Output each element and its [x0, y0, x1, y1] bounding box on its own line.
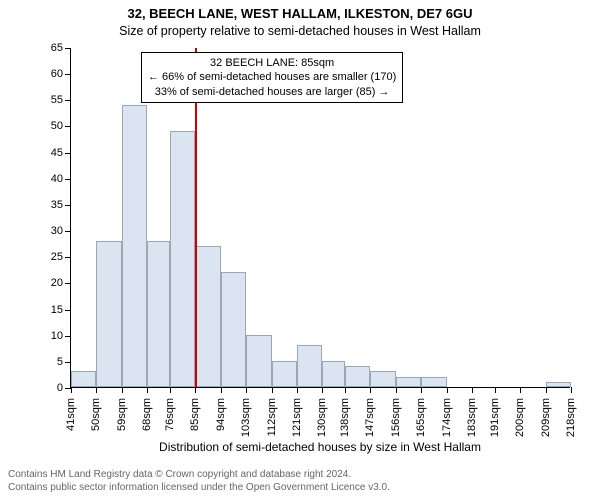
- histogram-bar: [147, 241, 170, 387]
- x-tick-label: 121sqm: [291, 398, 303, 437]
- histogram-bar: [170, 131, 195, 387]
- x-tick: [546, 387, 547, 393]
- x-tick-label: 94sqm: [215, 398, 227, 431]
- y-tick-label: 55: [33, 94, 63, 106]
- histogram-bar: [195, 246, 220, 387]
- x-tick: [297, 387, 298, 393]
- footer-text: Contains HM Land Registry data © Crown c…: [8, 469, 390, 494]
- y-tick: [65, 48, 71, 49]
- y-tick: [65, 74, 71, 75]
- x-tick-label: 191sqm: [489, 398, 501, 437]
- x-tick-label: 76sqm: [164, 398, 176, 431]
- histogram-bar: [322, 361, 345, 387]
- x-tick-label: 147sqm: [364, 398, 376, 437]
- histogram-bar: [272, 361, 297, 387]
- x-tick-label: 130sqm: [316, 398, 328, 437]
- x-tick: [272, 387, 273, 393]
- y-tick-label: 10: [33, 330, 63, 342]
- x-tick-label: 183sqm: [466, 398, 478, 437]
- x-tick-label: 138sqm: [339, 398, 351, 437]
- x-tick: [322, 387, 323, 393]
- footer-line-1: Contains HM Land Registry data © Crown c…: [8, 469, 390, 482]
- histogram-bar: [345, 366, 370, 387]
- histogram-bar: [546, 382, 571, 387]
- plot-area: 0510152025303540455055606541sqm50sqm59sq…: [70, 48, 570, 388]
- x-tick: [345, 387, 346, 393]
- y-tick-label: 20: [33, 277, 63, 289]
- x-tick: [122, 387, 123, 393]
- x-tick-label: 209sqm: [540, 398, 552, 437]
- annotation-box: 32 BEECH LANE: 85sqm← 66% of semi-detach…: [141, 52, 403, 103]
- y-tick-label: 50: [33, 120, 63, 132]
- histogram-bar: [221, 272, 246, 387]
- x-tick-label: 50sqm: [90, 398, 102, 431]
- y-tick: [65, 205, 71, 206]
- x-tick: [147, 387, 148, 393]
- footer-line-2: Contains public sector information licen…: [8, 482, 390, 495]
- x-tick: [421, 387, 422, 393]
- y-tick: [65, 336, 71, 337]
- y-tick-label: 35: [33, 199, 63, 211]
- x-tick: [520, 387, 521, 393]
- y-tick: [65, 362, 71, 363]
- chart-title-sub: Size of property relative to semi-detach…: [0, 24, 600, 38]
- x-tick-label: 59sqm: [116, 398, 128, 431]
- annotation-line-3: 33% of semi-detached houses are larger (…: [148, 85, 396, 99]
- y-tick-label: 25: [33, 251, 63, 263]
- x-tick: [246, 387, 247, 393]
- y-tick-label: 45: [33, 147, 63, 159]
- y-tick: [65, 126, 71, 127]
- x-tick: [71, 387, 72, 393]
- x-tick-label: 68sqm: [141, 398, 153, 431]
- x-axis-label: Distribution of semi-detached houses by …: [70, 440, 570, 454]
- x-tick-label: 218sqm: [565, 398, 577, 437]
- x-tick-label: 41sqm: [65, 398, 77, 431]
- y-tick: [65, 231, 71, 232]
- x-tick: [195, 387, 196, 393]
- x-tick: [396, 387, 397, 393]
- y-tick-label: 60: [33, 68, 63, 80]
- chart-container: 32, BEECH LANE, WEST HALLAM, ILKESTON, D…: [0, 0, 600, 500]
- y-tick: [65, 283, 71, 284]
- histogram-bar: [122, 105, 147, 387]
- y-tick-label: 15: [33, 304, 63, 316]
- y-tick-label: 30: [33, 225, 63, 237]
- y-tick-label: 0: [33, 382, 63, 394]
- histogram-bar: [71, 371, 96, 387]
- histogram-bar: [96, 241, 121, 387]
- annotation-line-1: 32 BEECH LANE: 85sqm: [148, 56, 396, 70]
- x-tick-label: 200sqm: [514, 398, 526, 437]
- annotation-line-2: ← 66% of semi-detached houses are smalle…: [148, 70, 396, 84]
- x-tick: [370, 387, 371, 393]
- x-tick-label: 112sqm: [266, 398, 278, 436]
- x-tick: [96, 387, 97, 393]
- histogram-bar: [396, 377, 421, 387]
- x-tick-label: 165sqm: [415, 398, 427, 437]
- histogram-bar: [421, 377, 446, 387]
- x-tick: [447, 387, 448, 393]
- y-tick: [65, 310, 71, 311]
- y-tick: [65, 153, 71, 154]
- y-tick-label: 40: [33, 173, 63, 185]
- x-tick-label: 174sqm: [441, 398, 453, 437]
- y-tick: [65, 100, 71, 101]
- x-tick-label: 103sqm: [240, 398, 252, 437]
- chart-title-main: 32, BEECH LANE, WEST HALLAM, ILKESTON, D…: [0, 6, 600, 21]
- x-tick: [571, 387, 572, 393]
- x-tick: [472, 387, 473, 393]
- x-tick: [495, 387, 496, 393]
- y-tick-label: 65: [33, 42, 63, 54]
- y-tick-label: 5: [33, 356, 63, 368]
- x-tick: [170, 387, 171, 393]
- y-tick: [65, 257, 71, 258]
- histogram-bar: [370, 371, 395, 387]
- histogram-bar: [297, 345, 322, 387]
- x-tick-label: 156sqm: [390, 398, 402, 437]
- x-tick-label: 85sqm: [189, 398, 201, 431]
- x-tick: [221, 387, 222, 393]
- histogram-bar: [246, 335, 271, 387]
- y-tick: [65, 179, 71, 180]
